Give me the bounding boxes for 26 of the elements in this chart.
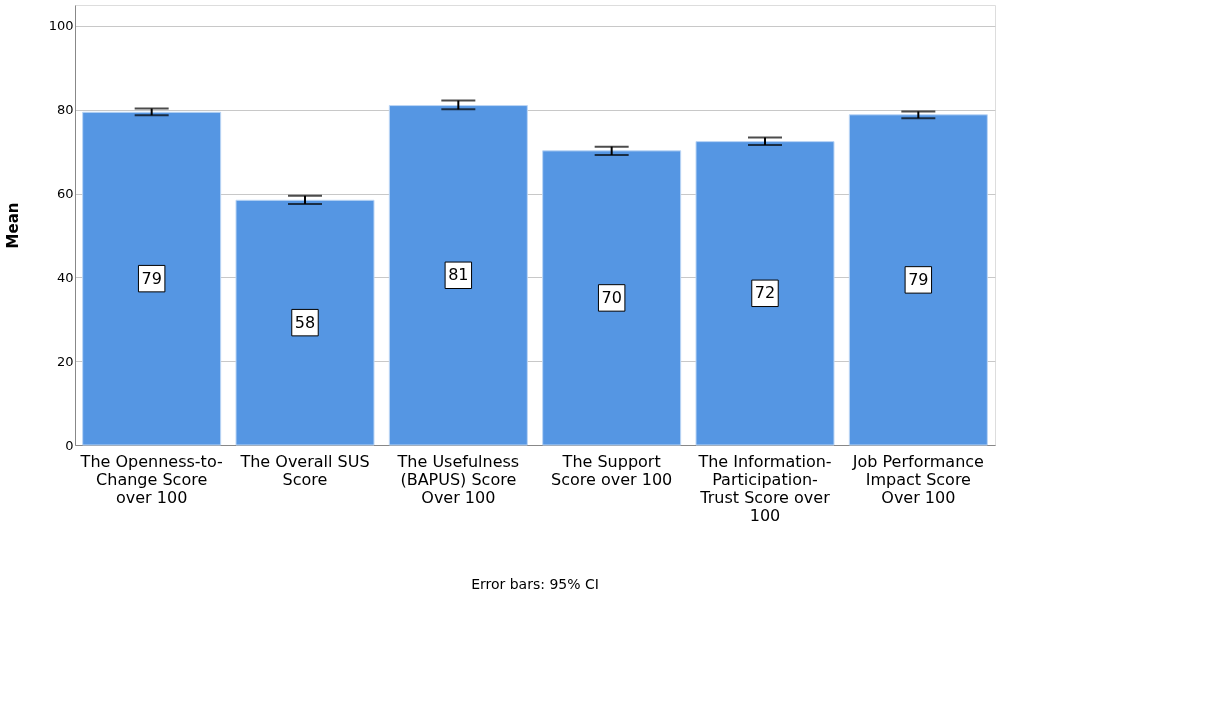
x-tick-label: The Openness-to-Change Score over 100 — [79, 451, 223, 507]
y-tick-label: 80 — [56, 102, 74, 118]
data-label: 72 — [754, 283, 776, 303]
x-tick-label: The Overall SUS Score — [239, 451, 370, 489]
y-tick-label: 20 — [56, 353, 74, 369]
x-tick-label: The Usefulness (BAPUS) Score Over 100 — [396, 451, 520, 507]
bar — [82, 111, 222, 446]
text: Error bars: 95% CI — [471, 576, 599, 592]
x-tick-label: The Information-Participation-Trust Score over 100 — [697, 451, 832, 525]
data-label: 81 — [448, 265, 469, 285]
y-tick-label: 0 — [65, 437, 74, 453]
bar — [235, 199, 375, 446]
data-label: 58 — [294, 312, 316, 332]
data-label: 79 — [141, 268, 162, 288]
bar — [848, 114, 988, 446]
data-label: 79 — [908, 269, 929, 289]
x-tick-label: Job Performance Impact Score Over 100 — [851, 451, 984, 507]
y-tick-label: 40 — [56, 269, 74, 285]
bar — [388, 105, 528, 446]
x-tick-label: The Support Score over 100 — [551, 451, 673, 489]
y-tick-label: 100 — [48, 18, 74, 34]
data-label: 70 — [601, 287, 622, 307]
y-axis-title: Mean — [3, 202, 22, 249]
bar — [695, 141, 835, 446]
bar — [542, 150, 682, 446]
y-tick-label: 60 — [56, 186, 74, 202]
